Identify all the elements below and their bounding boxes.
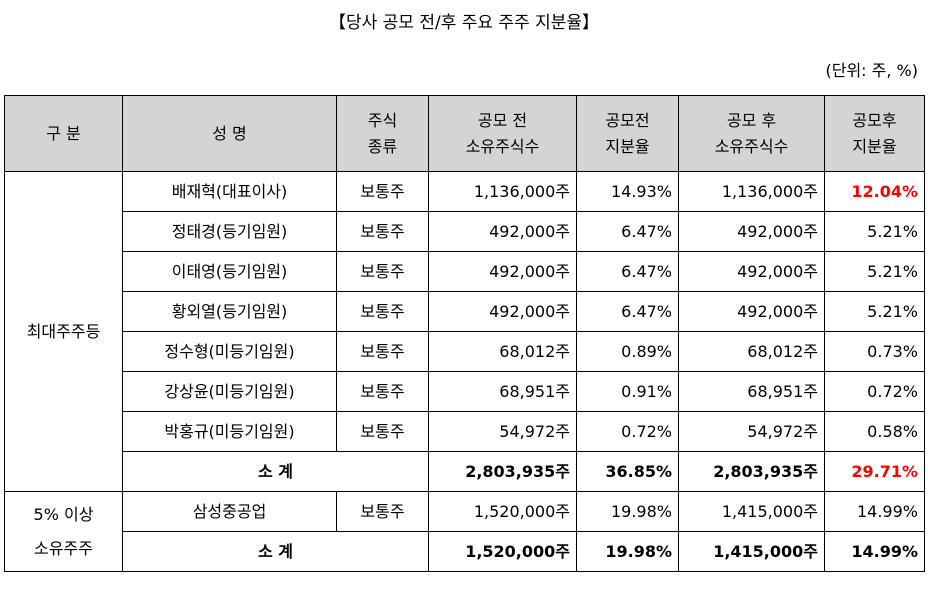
- header-pre-shares-line1: 공모 전: [477, 110, 528, 130]
- shareholder-name: 정태경(등기임원): [122, 211, 337, 252]
- table-row: 정태경(등기임원) 보통주 492,000주 6.47% 492,000주 5.…: [5, 211, 925, 252]
- post-shares: 1,415,000주: [678, 491, 825, 532]
- pre-ratio: 0.72%: [576, 411, 679, 452]
- stock-type: 보통주: [336, 291, 429, 332]
- header-pre-ratio: 공모전 지분율: [576, 95, 679, 172]
- stock-type: 보통주: [336, 251, 429, 292]
- pre-shares: 68,012주: [428, 331, 577, 372]
- subtotal-post-ratio: 14.99%: [824, 531, 925, 572]
- shareholder-name: 강상윤(미등기임원): [122, 371, 337, 412]
- table-row: 정수형(미등기임원) 보통주 68,012주 0.89% 68,012주 0.7…: [5, 331, 925, 372]
- header-stock-type-line2: 종류: [367, 136, 398, 156]
- header-stock-type: 주식 종류: [336, 95, 429, 172]
- post-shares: 1,136,000주: [678, 171, 825, 212]
- pre-shares: 1,520,000주: [428, 491, 577, 532]
- post-ratio: 0.58%: [824, 411, 925, 452]
- pre-shares: 492,000주: [428, 291, 577, 332]
- post-shares: 492,000주: [678, 211, 825, 252]
- pre-ratio: 0.91%: [576, 371, 679, 412]
- header-post-shares-line1: 공모 후: [726, 110, 777, 130]
- shareholder-table: 구 분 성 명 주식 종류 공모 전 소유주식수 공모전 지분율 공모 후 소유…: [4, 95, 925, 572]
- subtotal-label: 소 계: [122, 531, 429, 572]
- table-row: 황외열(등기임원) 보통주 492,000주 6.47% 492,000주 5.…: [5, 291, 925, 332]
- pre-ratio: 19.98%: [576, 491, 679, 532]
- unit-note: (단위: 주, %): [825, 61, 919, 80]
- post-shares: 68,012주: [678, 331, 825, 372]
- group-label-5pct: 5% 이상 소유주주: [4, 491, 123, 572]
- header-name: 성 명: [122, 95, 337, 172]
- shareholder-name: 황외열(등기임원): [122, 291, 337, 332]
- post-ratio: 0.72%: [824, 371, 925, 412]
- pre-ratio: 6.47%: [576, 291, 679, 332]
- stock-type: 보통주: [336, 411, 429, 452]
- pre-shares: 54,972주: [428, 411, 577, 452]
- header-post-shares-line2: 소유주식수: [714, 136, 789, 156]
- shareholder-name: 박홍규(미등기임원): [122, 411, 337, 452]
- pre-shares: 1,136,000주: [428, 171, 577, 212]
- header-pre-ratio-line2: 지분율: [605, 136, 650, 156]
- shareholder-name: 배재혁(대표이사): [122, 171, 337, 212]
- subtotal-label: 소 계: [122, 451, 429, 492]
- header-row: 구 분 성 명 주식 종류 공모 전 소유주식수 공모전 지분율 공모 후 소유…: [4, 95, 925, 172]
- pre-ratio: 14.93%: [576, 171, 679, 212]
- post-shares: 492,000주: [678, 291, 825, 332]
- post-ratio: 5.21%: [824, 211, 925, 252]
- header-pre-ratio-line1: 공모전: [605, 110, 650, 130]
- stock-type: 보통주: [336, 491, 429, 532]
- subtotal-post-shares: 1,415,000주: [678, 531, 825, 572]
- header-post-ratio: 공모후 지분율: [824, 95, 925, 172]
- subtotal-pre-ratio: 19.98%: [576, 531, 679, 572]
- group-label-major: 최대주주등: [4, 171, 123, 492]
- header-pre-shares: 공모 전 소유주식수: [428, 95, 577, 172]
- subtotal-pre-shares: 1,520,000주: [428, 531, 577, 572]
- table-row: 5% 이상 소유주주 삼성중공업 보통주 1,520,000주 19.98% 1…: [4, 491, 925, 572]
- group-label-5pct-line2: 소유주주: [34, 538, 93, 558]
- header-stock-type-line1: 주식: [367, 110, 398, 130]
- shareholder-name: 삼성중공업: [122, 491, 337, 532]
- pre-ratio: 6.47%: [576, 211, 679, 252]
- post-ratio: 0.73%: [824, 331, 925, 372]
- header-pre-shares-line2: 소유주식수: [465, 136, 540, 156]
- pre-shares: 68,951주: [428, 371, 577, 412]
- header-post-ratio-line1: 공모후: [852, 110, 897, 130]
- post-ratio-highlight: 12.04%: [824, 171, 925, 212]
- table-row: 최대주주등 배재혁(대표이사) 보통주 1,136,000주 14.93% 1,…: [4, 171, 925, 492]
- subtotal-post-ratio-highlight: 29.71%: [824, 451, 925, 492]
- subtotal-row: 소 계 2,803,935주 36.85% 2,803,935주 29.71%: [5, 451, 925, 492]
- shareholder-name: 이태영(등기임원): [122, 251, 337, 292]
- pre-ratio: 6.47%: [576, 251, 679, 292]
- subtotal-pre-ratio: 36.85%: [576, 451, 679, 492]
- stock-type: 보통주: [336, 371, 429, 412]
- post-shares: 54,972주: [678, 411, 825, 452]
- header-category: 구 분: [4, 95, 123, 172]
- subtotal-row: 소 계 1,520,000주 19.98% 1,415,000주 14.99%: [5, 531, 925, 572]
- table-row: 박홍규(미등기임원) 보통주 54,972주 0.72% 54,972주 0.5…: [5, 411, 925, 452]
- table-row: 이태영(등기임원) 보통주 492,000주 6.47% 492,000주 5.…: [5, 251, 925, 292]
- shareholder-name: 정수형(미등기임원): [122, 331, 337, 372]
- stock-type: 보통주: [336, 211, 429, 252]
- table-title: 【당사 공모 전/후 주요 주주 지분율】: [328, 13, 600, 33]
- subtotal-post-shares: 2,803,935주: [678, 451, 825, 492]
- post-ratio: 5.21%: [824, 291, 925, 332]
- group-label-5pct-line1: 5% 이상: [33, 504, 94, 524]
- pre-shares: 492,000주: [428, 251, 577, 292]
- post-ratio: 5.21%: [824, 251, 925, 292]
- stock-type: 보통주: [336, 331, 429, 372]
- post-shares: 492,000주: [678, 251, 825, 292]
- pre-shares: 492,000주: [428, 211, 577, 252]
- subtotal-pre-shares: 2,803,935주: [428, 451, 577, 492]
- post-shares: 68,951주: [678, 371, 825, 412]
- table-row: 강상윤(미등기임원) 보통주 68,951주 0.91% 68,951주 0.7…: [5, 371, 925, 412]
- header-post-shares: 공모 후 소유주식수: [678, 95, 825, 172]
- stock-type: 보통주: [336, 171, 429, 212]
- post-ratio: 14.99%: [824, 491, 925, 532]
- pre-ratio: 0.89%: [576, 331, 679, 372]
- header-post-ratio-line2: 지분율: [852, 136, 897, 156]
